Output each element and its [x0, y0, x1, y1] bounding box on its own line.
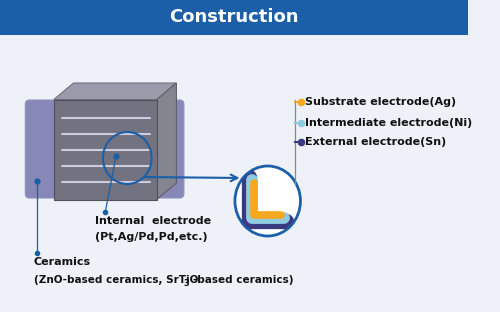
- Text: External electrode(Sn): External electrode(Sn): [304, 137, 446, 147]
- Text: Intermediate electrode(Ni): Intermediate electrode(Ni): [304, 118, 472, 128]
- Polygon shape: [157, 83, 176, 199]
- FancyBboxPatch shape: [26, 100, 60, 198]
- Text: (ZnO-based ceramics, SrTiO: (ZnO-based ceramics, SrTiO: [34, 275, 198, 285]
- Circle shape: [235, 166, 300, 236]
- FancyBboxPatch shape: [54, 100, 157, 199]
- Polygon shape: [54, 83, 176, 100]
- Text: Construction: Construction: [169, 8, 298, 26]
- Text: Substrate electrode(Ag): Substrate electrode(Ag): [304, 97, 456, 107]
- Text: Ceramics: Ceramics: [34, 257, 91, 267]
- Text: Internal  electrode: Internal electrode: [94, 216, 210, 226]
- FancyBboxPatch shape: [0, 0, 468, 35]
- Text: 3: 3: [184, 279, 189, 288]
- Text: -based ceramics): -based ceramics): [193, 275, 294, 285]
- FancyBboxPatch shape: [151, 100, 184, 198]
- Text: (Pt,Ag/Pd,Pd,etc.): (Pt,Ag/Pd,Pd,etc.): [94, 232, 207, 242]
